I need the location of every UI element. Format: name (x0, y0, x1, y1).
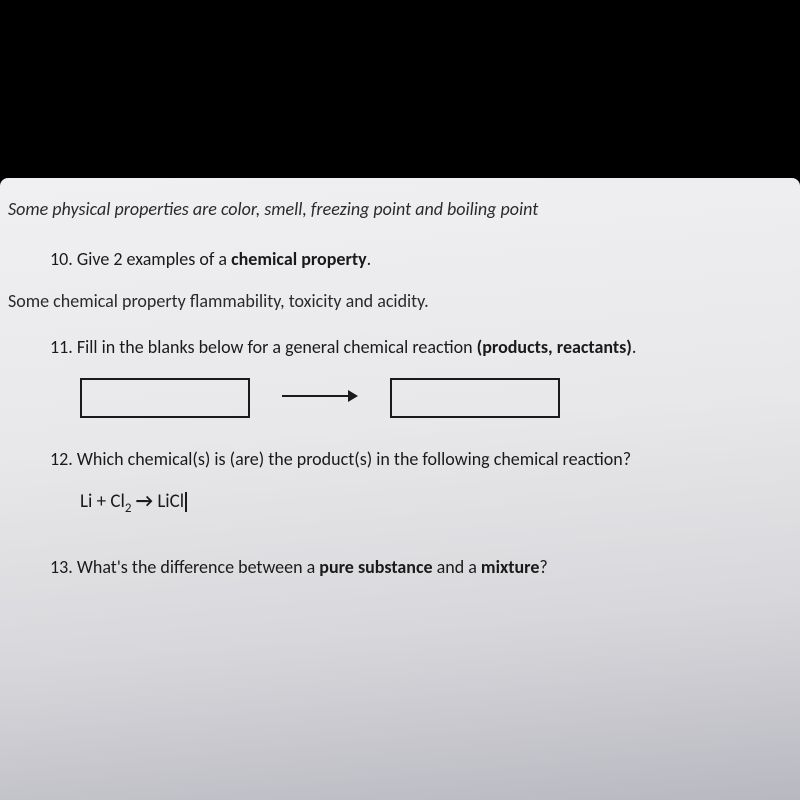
eq-arrow: → (132, 490, 158, 513)
eq-lhs2: Cl (110, 490, 125, 513)
eq-rhs: LiCl (157, 490, 184, 513)
q12-text: Which chemical(s) is (are) the product(s… (77, 448, 631, 470)
blank-box-products[interactable] (390, 378, 560, 418)
eq-lhs2-sub: 2 (125, 501, 132, 516)
question-12: 12. Which chemical(s) is (are) the produ… (0, 448, 770, 470)
eq-lhs1: Li (80, 490, 92, 513)
q13-bold1: pure substance (319, 556, 432, 578)
q13-text-after: ? (539, 556, 547, 578)
question-13: 13. What's the difference between a pure… (0, 556, 770, 578)
q13-number: 13. (50, 556, 73, 578)
intro-italic-text: Some physical properties are color, smel… (0, 198, 770, 220)
text-cursor-icon (185, 492, 187, 512)
answer-10: Some chemical property flammability, tox… (0, 290, 770, 312)
q11-text-before: Fill in the blanks below for a general c… (77, 336, 477, 358)
worksheet-document: Some physical properties are color, smel… (0, 178, 800, 800)
q11-text-after: . (632, 336, 637, 358)
q11-bold: (products, reactants) (477, 336, 632, 358)
q10-text-before: Give 2 examples of a (77, 248, 231, 270)
q13-bold2: mixture (481, 556, 540, 578)
chemical-equation: Li + Cl2 → LiCl (0, 490, 770, 516)
question-10: 10. Give 2 examples of a chemical proper… (0, 248, 770, 270)
question-11: 11. Fill in the blanks below for a gener… (0, 336, 770, 358)
eq-plus: + (92, 490, 110, 513)
fill-in-blanks-row (0, 378, 770, 418)
q13-mid: and a (433, 556, 481, 578)
blank-box-reactants[interactable] (80, 378, 250, 418)
reaction-arrow-icon (270, 384, 370, 413)
q10-text-after: . (367, 248, 372, 270)
q10-number: 10. (50, 248, 73, 270)
q10-bold: chemical property (231, 248, 367, 270)
q12-number: 12. (50, 448, 73, 470)
q13-text-before: What's the difference between a (77, 556, 319, 578)
q11-number: 11. (50, 336, 73, 358)
